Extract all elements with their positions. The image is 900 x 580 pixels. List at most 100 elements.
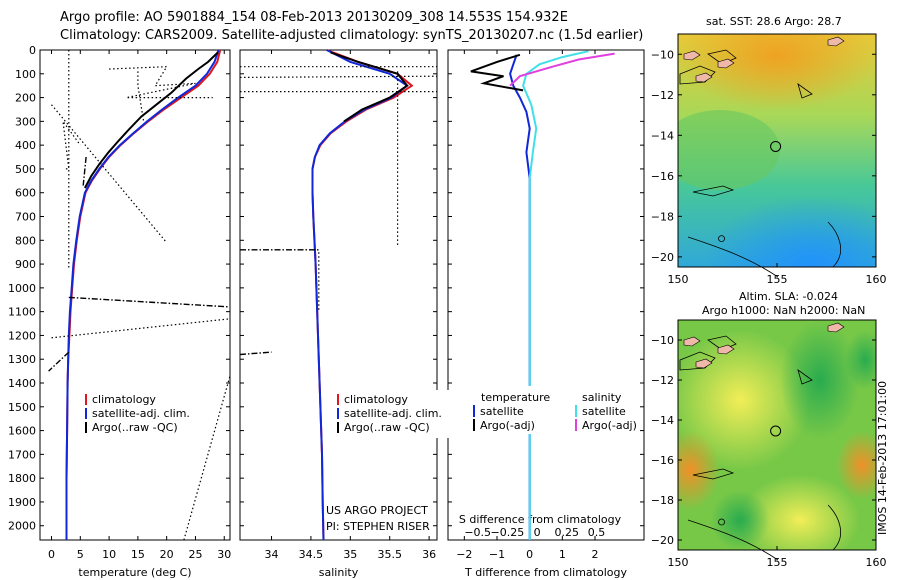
- plot-frame: [447, 49, 645, 541]
- legend-title: temperature: [481, 391, 550, 404]
- land: [695, 72, 713, 83]
- x-tick-label: 10: [102, 548, 116, 561]
- y-tick-label: −12: [651, 374, 674, 387]
- y-tick-label: 600: [15, 187, 36, 200]
- x-tick-label: −2: [456, 548, 472, 561]
- coastline: [797, 83, 813, 99]
- top-tick-label: −0.25: [491, 526, 525, 539]
- y-tick-label: 1400: [8, 377, 36, 390]
- legend-label: climatology: [92, 393, 156, 406]
- y-tick-label: 1500: [8, 401, 36, 414]
- raw-dotted: [51, 318, 231, 339]
- legend-label: satellite-adj. clim.: [92, 407, 190, 420]
- x-tick-label: 30: [217, 548, 231, 561]
- y-tick-label: −18: [651, 210, 674, 223]
- legend-label: Argo(..raw -QC): [92, 421, 178, 434]
- temperature-profile: 0100200300400500600700800900100011001200…: [8, 44, 231, 579]
- y-tick-label: −10: [651, 334, 674, 347]
- y-tick-label: 900: [15, 258, 36, 271]
- sla-map: 150 155 160 −10 −12 −14 −16 −18 −20: [651, 319, 887, 569]
- x-tick-label: 155: [767, 273, 788, 286]
- salinity-profile: 34 34.5 35 35.5 36 salinity: [239, 49, 438, 579]
- sla-title-2: Argo h1000: NaN h2000: NaN: [702, 304, 866, 317]
- y-tick-label: 2000: [8, 520, 36, 533]
- y-tick-label: 100: [15, 68, 36, 81]
- y-tick-label: 1000: [8, 282, 36, 295]
- x-tick-label: −1: [489, 548, 505, 561]
- y-tick-label: −14: [651, 414, 674, 427]
- reef-marker: [718, 235, 725, 243]
- coastline: [707, 335, 737, 351]
- raw-dashdot: [68, 296, 231, 308]
- project-line: US ARGO PROJECT: [326, 504, 428, 517]
- reef-marker: [718, 518, 725, 526]
- coastline: [707, 49, 737, 65]
- y-tick-label: 700: [15, 211, 36, 224]
- series-line: [330, 51, 409, 123]
- raw-dashdot: [239, 351, 272, 356]
- y-tick-label: −16: [651, 454, 674, 467]
- raw-dotted: [239, 75, 438, 78]
- y-tick-label: −18: [651, 494, 674, 507]
- y-tick-label: 1100: [8, 306, 36, 319]
- sla-title-1: Altim. SLA: -0.024: [739, 290, 839, 303]
- raw-dotted: [109, 66, 213, 99]
- project-annotation: US ARGO PROJECT PI: STEPHEN RISER: [326, 504, 430, 533]
- y-tick-label: 500: [15, 163, 36, 176]
- argo-position-marker: [770, 140, 782, 152]
- legend-label: Argo(-adj): [480, 419, 535, 432]
- land: [683, 336, 701, 347]
- land: [683, 50, 701, 61]
- y-tick-label: 1200: [8, 329, 36, 342]
- y-tick-label: 1900: [8, 496, 36, 509]
- top-axis-label: S difference from climatology: [459, 513, 622, 526]
- x-axis-label: T difference from climatology: [464, 566, 627, 579]
- top-tick-label: 0.25: [555, 526, 580, 539]
- coastline: [827, 504, 842, 551]
- legend-box: [80, 390, 212, 438]
- coastline: [692, 185, 735, 197]
- argo-position-marker: [770, 425, 782, 437]
- pi-line: PI: STEPHEN RISER: [326, 520, 430, 533]
- legend-label: Argo(-adj): [582, 419, 637, 432]
- header-line-2: Climatology: CARS2009. Satellite-adjuste…: [60, 28, 644, 43]
- x-tick-label: 150: [668, 273, 689, 286]
- plot-frame: [39, 49, 231, 541]
- y-tick-label: 1600: [8, 425, 36, 438]
- x-tick-label: 160: [866, 273, 887, 286]
- x-axis-label: salinity: [319, 566, 359, 579]
- series-line: [311, 49, 409, 541]
- y-tick-label: −20: [651, 534, 674, 547]
- x-tick-label: 160: [866, 556, 887, 569]
- y-tick-label: 200: [15, 92, 36, 105]
- raw-dashdot: [48, 351, 70, 372]
- coastline: [797, 369, 813, 385]
- x-tick-label: 5: [77, 548, 84, 561]
- x-tick-label: 35: [343, 548, 357, 561]
- x-tick-label: 34: [265, 548, 279, 561]
- sst-title: sat. SST: 28.6 Argo: 28.7: [706, 15, 842, 28]
- top-tick-label: −0.5: [464, 526, 491, 539]
- series-line: [509, 52, 615, 87]
- x-tick-label: 15: [131, 548, 145, 561]
- land: [717, 344, 735, 355]
- coastline: [827, 221, 842, 268]
- legend-title: salinity: [582, 391, 622, 404]
- x-axis-label: temperature (deg C): [78, 566, 191, 579]
- raw-dotted: [137, 71, 145, 122]
- x-tick-label: 20: [160, 548, 174, 561]
- y-tick-label: −16: [651, 170, 674, 183]
- x-tick-label: 0: [526, 548, 533, 561]
- x-tick-label: 150: [668, 556, 689, 569]
- y-tick-label: 400: [15, 139, 36, 152]
- x-tick-label: 155: [767, 556, 788, 569]
- coastline: [692, 468, 735, 480]
- y-tick-label: 0: [29, 44, 36, 57]
- series-line: [522, 50, 589, 540]
- x-tick-label: 35.5: [377, 548, 402, 561]
- plot-frame: [239, 49, 438, 541]
- sst-field: [678, 34, 876, 267]
- raw-dotted: [62, 119, 81, 170]
- header-line-1: Argo profile: AO 5901884_154 08-Feb-2013…: [60, 10, 568, 25]
